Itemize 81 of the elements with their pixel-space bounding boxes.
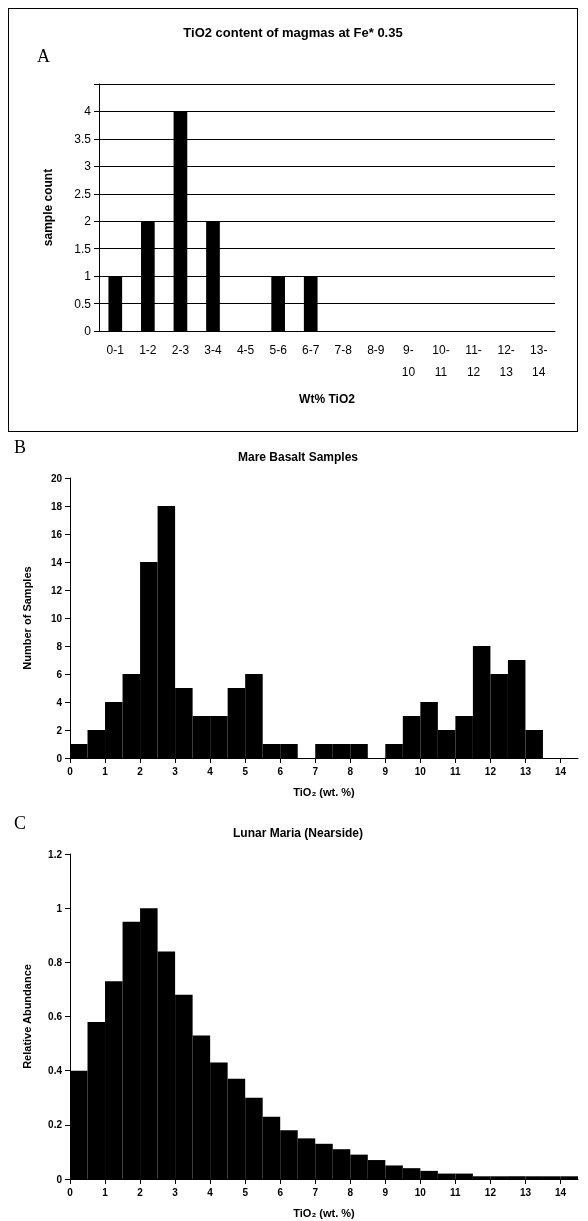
x-tick-label: 6	[277, 765, 284, 777]
y-tick-label: 0.2	[48, 1119, 63, 1131]
x-tick-label: 7	[312, 765, 319, 777]
text: B	[14, 437, 27, 457]
x-tick-label: 11	[450, 1186, 462, 1198]
x-tick-label: 4-5	[236, 343, 255, 357]
x-tick-label: 9	[382, 765, 389, 777]
x-tick-label: 3-4	[204, 343, 222, 357]
x-tick-label: 5	[242, 1186, 249, 1198]
y-axis-title: sample count	[41, 168, 55, 247]
y-tick-label: 0.6	[48, 1011, 63, 1022]
x-tick-label: 6	[277, 1186, 284, 1198]
x-tick-label: 3	[172, 1186, 179, 1198]
text: A	[37, 46, 50, 66]
y-tick-label: 16	[50, 528, 63, 540]
x-tick-label: 10	[414, 765, 427, 777]
y-tick-label: 3	[84, 159, 92, 174]
x-tick-label: 14	[554, 765, 567, 777]
y-axis-title: Number of Samples	[20, 566, 33, 670]
x-tick-label: 8-9	[367, 343, 385, 357]
chart-title: Lunar Maria (Nearside)	[232, 826, 364, 840]
x-tick-label: 9	[382, 1186, 389, 1198]
x-tick-label: 7	[312, 1186, 319, 1198]
y-tick-label: 2.5	[74, 186, 92, 201]
y-tick-label: 10	[50, 612, 63, 624]
y-tick-label: 0.4	[48, 1065, 63, 1077]
x-tick-label: 8	[347, 765, 354, 777]
y-tick-label: 12	[50, 584, 63, 596]
y-tick-label: 2	[84, 214, 92, 229]
chart-title: TiO2 content of magmas at Fe* 0.35	[183, 25, 403, 40]
y-tick-label: 2	[56, 724, 63, 736]
x-tick-label: 7-8	[334, 343, 353, 357]
x-tick-label: 1	[102, 1186, 109, 1198]
y-tick-label: 4	[84, 104, 92, 119]
x-tick-label: 4	[207, 765, 214, 777]
x-axis-title: TiO₂ (wt. %)	[293, 1206, 356, 1219]
x-tick-label: 11	[450, 765, 462, 777]
y-tick-label: 1.2	[48, 848, 63, 860]
x-tick-label: 4	[207, 1186, 214, 1198]
y-tick-label: 20	[50, 472, 63, 484]
x-tick-label: 10-11	[432, 343, 450, 379]
y-tick-label: 1	[84, 269, 92, 284]
x-tick-label: 1	[102, 765, 109, 777]
x-axis-title: Wt% TiO2	[299, 392, 356, 406]
y-tick-label: 0	[56, 752, 63, 764]
y-tick-label: 1	[56, 902, 63, 914]
x-tick-label: 1-2	[139, 343, 157, 357]
y-tick-label: 4	[56, 696, 63, 708]
x-tick-label: 12	[484, 1186, 497, 1198]
text: C	[14, 813, 27, 833]
x-tick-label: 0-1	[106, 343, 125, 357]
y-tick-label: 0	[84, 324, 92, 338]
y-tick-label: 1.5	[74, 241, 92, 256]
chart-title: Mare Basalt Samples	[237, 450, 359, 464]
x-tick-label: 2-3	[171, 343, 190, 357]
x-tick-label: 2	[137, 765, 144, 777]
y-tick-label: 18	[50, 500, 63, 512]
x-tick-label: 9-10	[401, 343, 416, 379]
x-tick-label: 2	[137, 1186, 144, 1198]
y-tick-label: 3.5	[74, 131, 92, 146]
y-axis-title: Relative Abundance	[20, 964, 33, 1069]
x-tick-label: 10	[414, 1186, 427, 1198]
x-tick-label: 13-14	[530, 343, 548, 379]
x-tick-label: 13	[519, 765, 532, 777]
x-axis-title: TiO₂ (wt. %)	[293, 785, 356, 798]
x-tick-label: 14	[554, 1186, 567, 1198]
x-tick-label: 11-12	[465, 343, 482, 379]
x-tick-label: 12-13	[497, 343, 515, 379]
x-tick-label: 3	[172, 765, 179, 777]
x-tick-label: 13	[519, 1186, 532, 1198]
x-tick-label: 5	[242, 765, 249, 777]
y-tick-label: 0.5	[74, 296, 92, 311]
y-tick-label: 8	[56, 640, 63, 652]
y-tick-label: 14	[50, 556, 63, 568]
y-tick-label: 6	[56, 668, 63, 680]
x-tick-label: 8	[347, 1186, 354, 1198]
x-tick-label: 6-7	[302, 343, 320, 357]
y-tick-label: 0.8	[48, 956, 63, 968]
x-tick-label: 12	[484, 765, 497, 777]
y-tick-label: 0	[56, 1173, 63, 1185]
x-tick-label: 5-6	[269, 343, 288, 357]
